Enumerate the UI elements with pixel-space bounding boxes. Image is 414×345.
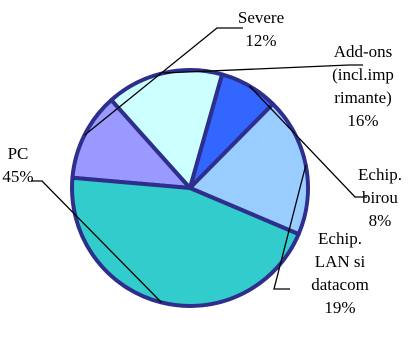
slice-label-line: 8% <box>369 211 392 230</box>
leader-line <box>84 27 243 136</box>
slice-label-line: Echip. <box>358 165 402 184</box>
pie-slice <box>188 101 310 237</box>
leader-lines <box>31 27 367 303</box>
leader-line <box>273 164 307 290</box>
slice-label-line: (incl.imp <box>332 65 394 84</box>
pie-slices <box>70 68 310 308</box>
slice-label: Echip. birou 8% <box>358 165 402 230</box>
slice-label-line: Add-ons <box>334 42 393 61</box>
slice-label-line: 12% <box>245 31 276 50</box>
slice-label-line: Echip. <box>318 229 362 248</box>
pie-slice <box>109 68 225 190</box>
slice-label-line: 45% <box>2 167 33 186</box>
leader-line <box>163 64 363 74</box>
slice-label: Echip. LAN si datacom 19% <box>311 229 369 317</box>
leader-line <box>248 85 367 198</box>
slice-label-line: birou <box>362 188 398 207</box>
slice-label-line: 19% <box>324 298 355 317</box>
slice-label-line: LAN si <box>315 252 366 271</box>
slice-label-line: rimante) <box>334 88 392 107</box>
slice-label-line: 16% <box>347 111 378 130</box>
slice-label-line: PC <box>8 144 29 163</box>
slice-label: PC 45% <box>2 144 33 186</box>
slice-label: Severe 12% <box>238 8 284 50</box>
slice-label-line: datacom <box>311 275 369 294</box>
leader-line <box>31 180 162 303</box>
slice-label: Add-ons (incl.imp rimante) 16% <box>332 42 394 130</box>
slice-labels: Severe 12% Add-ons (incl.imp rimante) 16% Echi… <box>2 8 402 317</box>
slice-label-line: Severe <box>238 8 284 27</box>
